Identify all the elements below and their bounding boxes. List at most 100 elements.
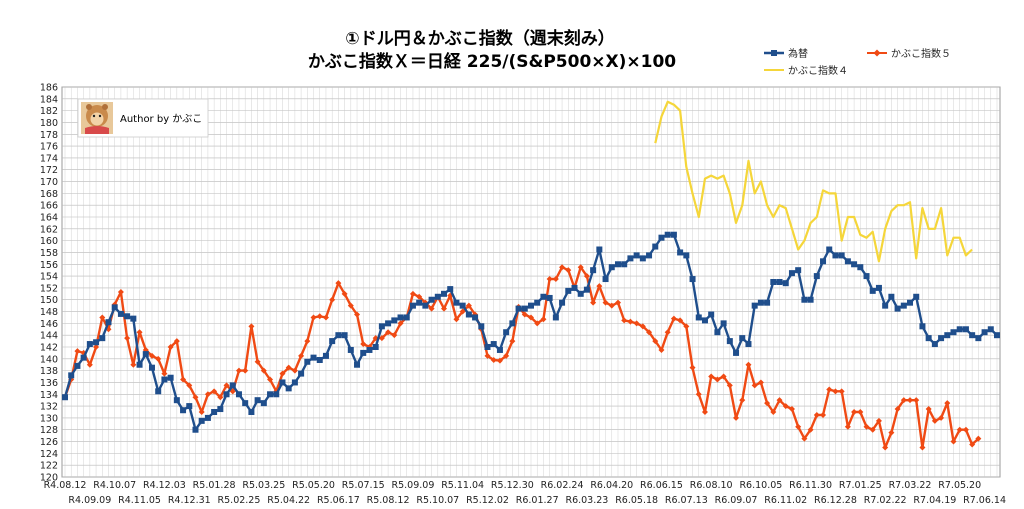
data-point-fx [378, 323, 385, 330]
x-tick-label: R5.10.07 [416, 495, 459, 506]
y-tick-label: 172 [40, 165, 58, 176]
data-point-fx [329, 338, 336, 345]
data-point-fx [739, 335, 746, 342]
x-tick-label: R5.05.20 [292, 480, 335, 491]
data-point-kabuko5 [701, 409, 708, 415]
data-point-fx [764, 299, 771, 306]
data-point-fx [229, 382, 236, 389]
x-tick-label: R5.03.25 [242, 480, 285, 491]
y-tick-label: 184 [40, 94, 58, 105]
data-point-fx [888, 293, 895, 300]
data-point-kabuko5 [167, 344, 174, 350]
data-point-fx [105, 319, 112, 326]
data-point-kabuko5 [161, 370, 168, 377]
legend: 為替 かぶこ指数５ かぶこ指数４ [760, 45, 982, 81]
data-point-kabuko5 [844, 423, 851, 430]
data-point-fx [117, 310, 124, 317]
x-tick-label: R5.04.22 [267, 495, 310, 506]
data-point-kabuko5 [565, 267, 572, 274]
data-point-kabuko5 [248, 323, 255, 330]
data-point-fx [838, 252, 845, 259]
series-line-1 [654, 100, 973, 263]
data-point-fx [658, 234, 665, 241]
data-point-kabuko5 [770, 409, 777, 415]
data-point-fx [875, 284, 882, 291]
data-point-kabuko5 [528, 314, 534, 321]
data-point-kabuko5 [950, 438, 957, 445]
data-point-fx [565, 287, 572, 294]
data-point-kabuko5 [397, 320, 404, 327]
data-point-kabuko5 [546, 276, 553, 283]
data-point-kabuko5 [733, 414, 740, 421]
y-tick-label: 150 [40, 295, 58, 306]
data-point-kabuko5 [291, 367, 298, 374]
data-point-fx [670, 231, 677, 238]
data-point-kabuko5 [795, 423, 802, 430]
data-point-fx [447, 286, 454, 293]
data-point-fx [788, 270, 795, 277]
data-point-fx [354, 361, 361, 368]
data-point-fx [347, 346, 354, 353]
y-tick-label: 134 [40, 390, 58, 401]
data-point-kabuko5 [857, 409, 864, 415]
data-point-fx [552, 314, 559, 321]
data-point-kabuko5 [714, 376, 721, 383]
data-point-kabuko5 [900, 397, 907, 404]
data-point-fx [217, 406, 224, 413]
data-point-fx [397, 314, 404, 321]
x-axis-ticks: R4.08.12 R4.10.07 R4.12.03 R5.01.28 R5.03.25… [44, 480, 1006, 506]
data-point-kabuko5 [341, 290, 348, 297]
data-point-fx [956, 326, 963, 333]
data-point-fx [496, 346, 503, 353]
y-tick-label: 164 [40, 213, 58, 224]
data-point-kabuko5 [509, 338, 516, 345]
data-point-kabuko5 [409, 290, 416, 297]
data-point-kabuko5 [192, 394, 199, 401]
data-point-fx [304, 358, 311, 365]
chart-title: ①ドル円＆かぶこ指数（週末刻み） [345, 28, 614, 49]
data-point-fx [683, 252, 690, 259]
data-point-kabuko5 [801, 435, 808, 442]
data-point-kabuko5 [198, 409, 205, 415]
data-point-fx [869, 287, 876, 294]
data-point-kabuko5 [838, 388, 845, 395]
data-point-kabuko5 [329, 296, 336, 303]
data-point-fx [950, 329, 957, 336]
data-point-kabuko5 [385, 329, 392, 336]
data-point-kabuko5 [627, 318, 634, 325]
data-point-kabuko5 [590, 299, 597, 306]
data-point-fx [689, 276, 696, 283]
data-point-kabuko5 [428, 305, 435, 312]
data-point-kabuko5 [304, 338, 311, 345]
data-point-fx [335, 332, 342, 339]
data-point-kabuko5 [851, 409, 858, 415]
data-point-kabuko5 [459, 308, 466, 315]
x-tick-label: R4.12.31 [168, 495, 211, 506]
x-tick-label: R6.10.05 [739, 480, 782, 491]
y-tick-label: 158 [40, 248, 58, 259]
data-point-fx [391, 317, 398, 324]
y-tick-label: 180 [40, 118, 58, 129]
data-point-fx [310, 354, 317, 361]
data-point-kabuko5 [969, 441, 976, 448]
data-point-fx [720, 320, 727, 327]
data-point-fx [745, 341, 752, 348]
data-point-kabuko5 [124, 335, 131, 342]
x-tick-label: R6.03.23 [565, 495, 608, 506]
data-point-kabuko5 [652, 338, 659, 345]
data-point-kabuko5 [975, 435, 982, 442]
data-point-kabuko5 [621, 317, 628, 324]
data-point-fx [68, 372, 75, 379]
data-point-kabuko5 [217, 394, 224, 401]
data-point-fx [646, 252, 653, 259]
data-point-fx [341, 332, 348, 339]
data-point-kabuko5 [614, 299, 621, 306]
data-point-kabuko5 [211, 388, 218, 395]
data-point-fx [198, 417, 205, 424]
data-point-fx [93, 339, 100, 346]
data-point-kabuko5 [267, 376, 274, 383]
data-point-kabuko5 [74, 348, 81, 355]
data-point-fx [366, 346, 373, 353]
data-point-fx [938, 335, 945, 342]
